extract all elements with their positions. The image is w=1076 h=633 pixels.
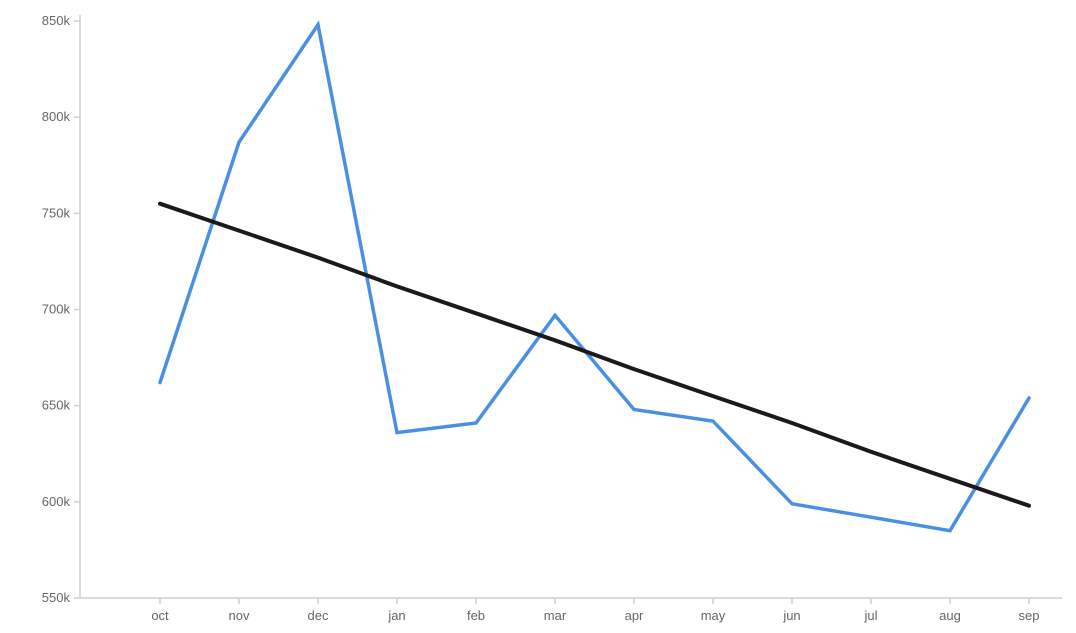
x-tick-label: may [701, 608, 726, 623]
y-tick-label: 700k [42, 302, 71, 317]
x-tick-label: oct [151, 608, 169, 623]
x-tick-label: nov [229, 608, 250, 623]
y-axis-ticks: 550k 600k 650k 700k 750k 800k 850k [42, 13, 80, 605]
x-axis-ticks: oct nov dec jan feb mar apr may jun jul aug sep [151, 598, 1039, 623]
trend-line [158, 201, 1031, 508]
series-line [158, 20, 1031, 533]
x-tick-label: jul [863, 608, 877, 623]
axes [79, 15, 1062, 599]
x-tick-label: mar [544, 608, 567, 623]
x-tick-label: dec [308, 608, 329, 623]
y-tick-label: 800k [42, 109, 71, 124]
y-tick-label: 750k [42, 205, 71, 220]
y-tick-label: 650k [42, 398, 71, 413]
x-tick-label: feb [467, 608, 485, 623]
x-tick-label: jun [782, 608, 800, 623]
y-tick-label: 550k [42, 590, 71, 605]
x-tick-label: apr [625, 608, 644, 623]
series-lines [158, 20, 1031, 533]
y-tick-label: 600k [42, 494, 71, 509]
x-tick-label: aug [939, 608, 961, 623]
x-tick-label: jan [387, 608, 405, 623]
y-tick-label: 850k [42, 13, 71, 28]
x-tick-label: sep [1019, 608, 1040, 623]
